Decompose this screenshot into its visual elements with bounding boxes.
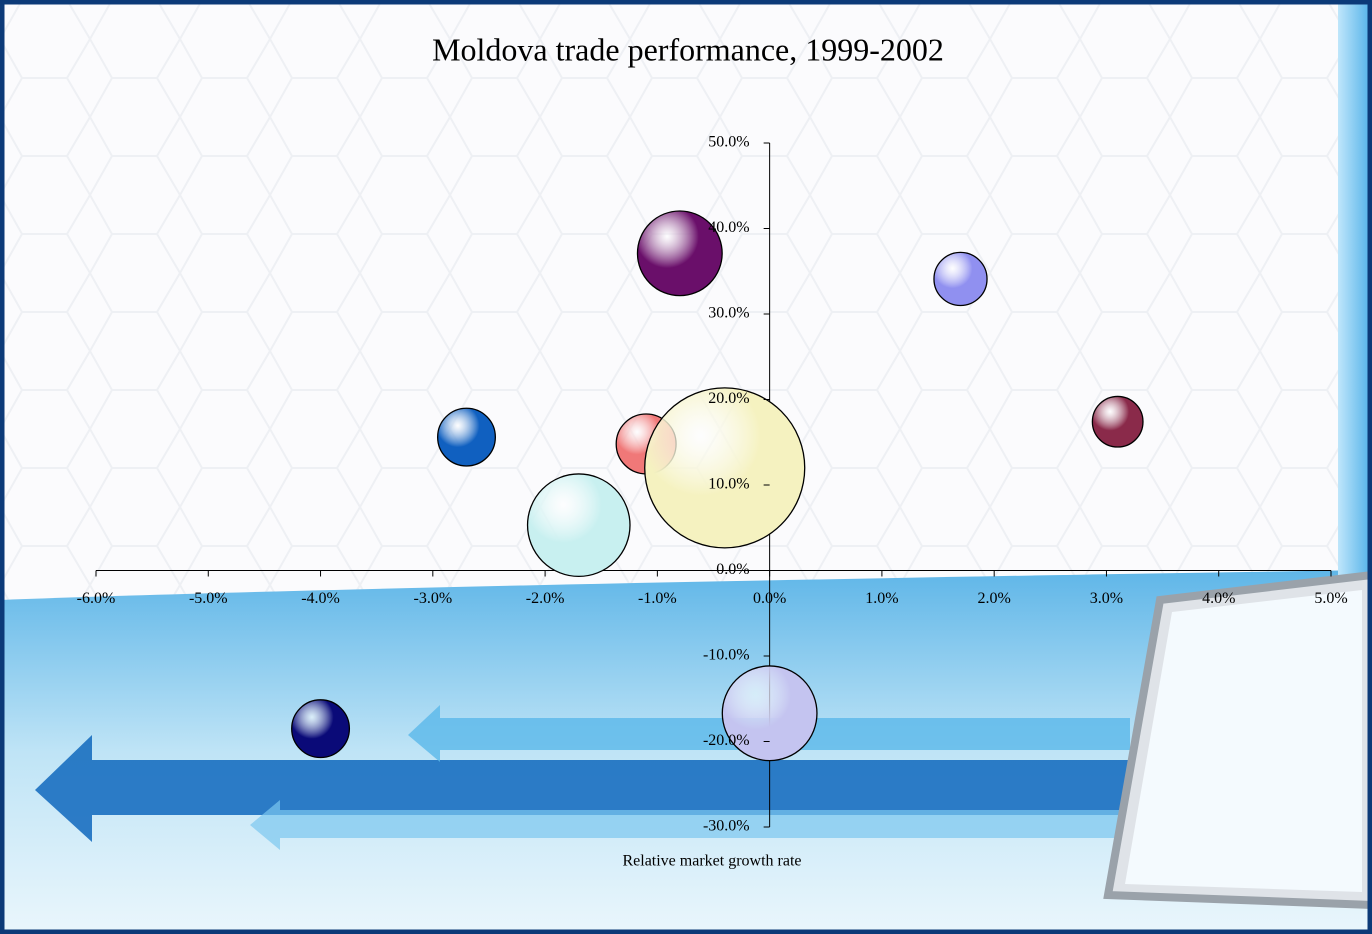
y-tick-label: 0.0% [716, 561, 749, 578]
x-tick-label: -6.0% [77, 590, 116, 607]
x-axis-title: Relative market growth rate [622, 853, 801, 870]
bubble [645, 388, 805, 548]
y-tick-label: 40.0% [708, 219, 749, 236]
bubble [292, 700, 350, 758]
x-tick-label: -4.0% [301, 590, 340, 607]
bubble [1092, 396, 1143, 447]
y-tick-label: -10.0% [703, 647, 750, 664]
x-tick-label: -1.0% [638, 590, 677, 607]
y-tick-label: -20.0% [703, 732, 750, 749]
bubble [438, 408, 496, 466]
x-tick-label: -2.0% [526, 590, 565, 607]
x-tick-label: -5.0% [189, 590, 228, 607]
x-tick-label: 0.0% [753, 590, 786, 607]
x-tick-label: -3.0% [413, 590, 452, 607]
x-tick-label: 1.0% [865, 590, 898, 607]
y-tick-label: 50.0% [708, 134, 749, 151]
chart-title: Moldova trade performance, 1999-2002 [432, 31, 944, 67]
page: {"chart_data": {"type": "bubble", "title… [0, 0, 1372, 934]
bubble [934, 252, 987, 305]
x-tick-label: 5.0% [1314, 590, 1347, 607]
bubble [528, 474, 630, 576]
x-tick-label: 3.0% [1090, 590, 1123, 607]
y-tick-label: 20.0% [708, 390, 749, 407]
y-tick-label: 30.0% [708, 305, 749, 322]
x-tick-label: 4.0% [1202, 590, 1235, 607]
y-tick-label: -30.0% [703, 818, 750, 835]
chart: Moldova trade performance, 1999-2002 Rel… [0, 0, 1372, 934]
x-tick-label: 2.0% [978, 590, 1011, 607]
y-tick-label: 10.0% [708, 476, 749, 493]
